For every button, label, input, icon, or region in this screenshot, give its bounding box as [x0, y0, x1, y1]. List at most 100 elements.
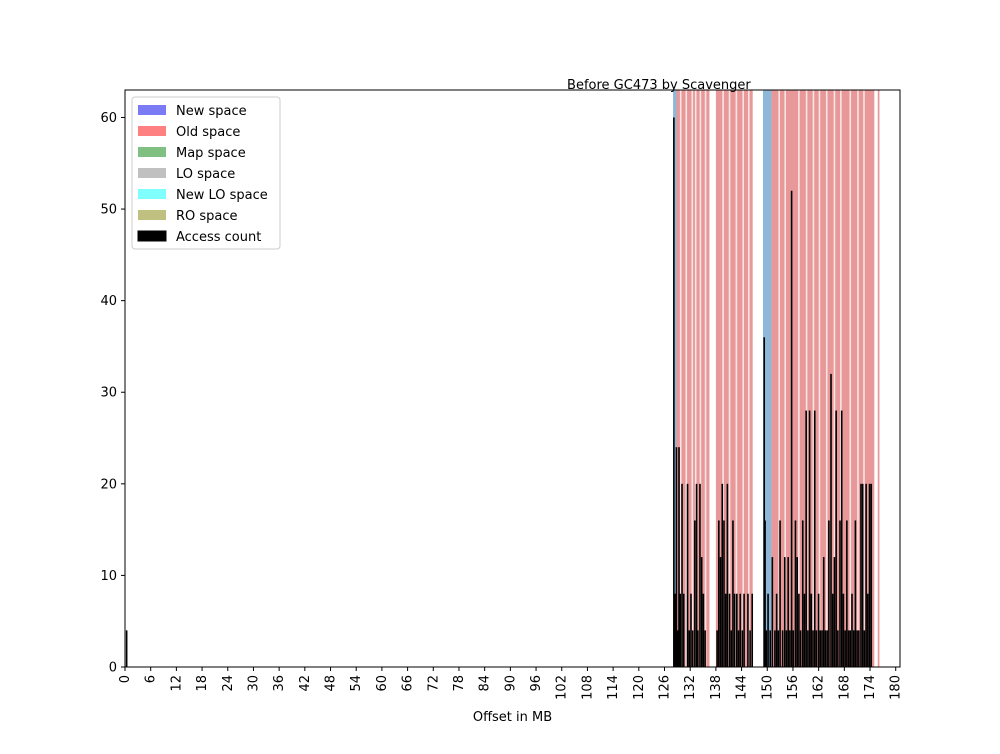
access-count-bar [695, 483, 698, 667]
region-gap [857, 90, 859, 667]
access-count-bar [860, 483, 862, 667]
access-count-bar [764, 520, 766, 667]
x-tick-label: 60 [375, 675, 390, 692]
access-count-bar [842, 593, 845, 667]
y-tick-label: 0 [109, 661, 117, 676]
access-count-bar [844, 630, 846, 667]
y-tick-label: 10 [100, 569, 117, 584]
access-count-bar [686, 483, 689, 667]
access-count-bar [704, 630, 706, 667]
y-axis: 0 10 20 30 40 50 60 [100, 111, 125, 676]
access-count-bar [849, 630, 852, 667]
access-count-bar [774, 630, 776, 667]
legend-swatch [138, 210, 166, 220]
region-gap [805, 90, 808, 667]
plot-frame [124, 89, 901, 668]
access-count-bar [801, 520, 804, 667]
x-tick-label: 150 [760, 675, 775, 700]
access-count-bar [865, 483, 867, 667]
access-count-bar [817, 593, 820, 667]
space-regions [673, 90, 880, 667]
x-tick-label: 180 [889, 675, 904, 700]
legend-label: RO space [176, 209, 238, 224]
access-count-bar [697, 630, 699, 667]
access-count-bar [681, 483, 683, 667]
access-count-bar [675, 447, 678, 667]
access-count-bar [718, 520, 720, 667]
access-count-bar [837, 630, 839, 667]
access-count-bar [821, 630, 823, 667]
access-count-bar [726, 483, 729, 667]
legend-swatch [138, 126, 166, 136]
access-count-bar [819, 630, 822, 667]
x-tick-label: 6 [144, 675, 159, 683]
x-tick-label: 132 [683, 675, 698, 700]
access-count-bar [792, 630, 795, 667]
access-count-bar [743, 593, 745, 667]
access-count-bar [691, 630, 694, 667]
region-gap [747, 90, 750, 667]
x-tick-label: 102 [555, 675, 570, 700]
x-tick-label: 54 [349, 675, 364, 692]
access-count-bar [790, 190, 793, 667]
region-gap [798, 90, 800, 667]
x-tick-label: 96 [529, 675, 544, 692]
access-count-bar [847, 630, 850, 667]
space-region [673, 90, 677, 667]
y-tick-label: 50 [100, 203, 117, 218]
access-count-bar [736, 593, 738, 667]
access-count-bar [815, 630, 818, 667]
y-tick-label: 40 [100, 294, 117, 309]
space-region [762, 90, 772, 667]
access-count-bar [826, 630, 828, 667]
legend-label: Map space [176, 146, 246, 161]
legend-swatch [138, 168, 166, 178]
access-count-bar [813, 410, 816, 667]
access-count-bar [673, 117, 675, 667]
x-tick-label: 12 [169, 675, 184, 692]
legend-label: New space [176, 104, 247, 119]
access-count-bar [688, 630, 691, 667]
access-count-bar [810, 593, 813, 667]
access-count-bar [783, 557, 786, 667]
region-gap [818, 90, 821, 667]
x-tick-label: 162 [812, 675, 827, 700]
x-tick-label: 174 [863, 675, 878, 700]
access-count-bar [737, 630, 740, 667]
x-tick-label: 30 [246, 675, 261, 692]
region-gap [784, 90, 786, 667]
access-count-bar [724, 593, 727, 667]
region-gap [694, 90, 697, 667]
access-count-bar [856, 630, 858, 667]
access-count-bar [730, 630, 733, 667]
space-region [715, 90, 753, 667]
access-count-bar [771, 557, 774, 667]
x-tick-label: 36 [272, 675, 287, 692]
legend: New space Old space Map space LO space New L… [131, 96, 281, 250]
access-count-bar [125, 630, 128, 667]
region-gap [699, 90, 702, 667]
access-count-bar [777, 630, 780, 667]
access-count-bar [785, 630, 788, 667]
x-tick-label: 24 [221, 675, 236, 692]
access-count-bar [824, 630, 827, 667]
x-axis: 0 6 12 18 24 30 36 42 48 54 60 66 72 78 84 90 96 102 108 11… [118, 667, 904, 700]
x-tick-label: 72 [426, 675, 441, 692]
access-count-bar [751, 593, 754, 667]
legend-swatch [138, 105, 166, 115]
x-tick-label: 168 [837, 675, 852, 700]
access-count-bar [719, 557, 722, 667]
x-tick-label: 78 [452, 675, 467, 692]
access-count-bar [805, 410, 807, 667]
access-count-bar [699, 483, 701, 667]
access-count-bar [723, 520, 725, 667]
access-count-bar [840, 410, 843, 667]
legend-swatch [138, 147, 166, 157]
legend-label: LO space [176, 167, 235, 182]
access-count-bar [781, 630, 784, 667]
access-count-bar [798, 593, 800, 667]
access-count-bar [700, 557, 703, 667]
region-gap [691, 90, 694, 667]
access-count-bar [690, 593, 692, 667]
